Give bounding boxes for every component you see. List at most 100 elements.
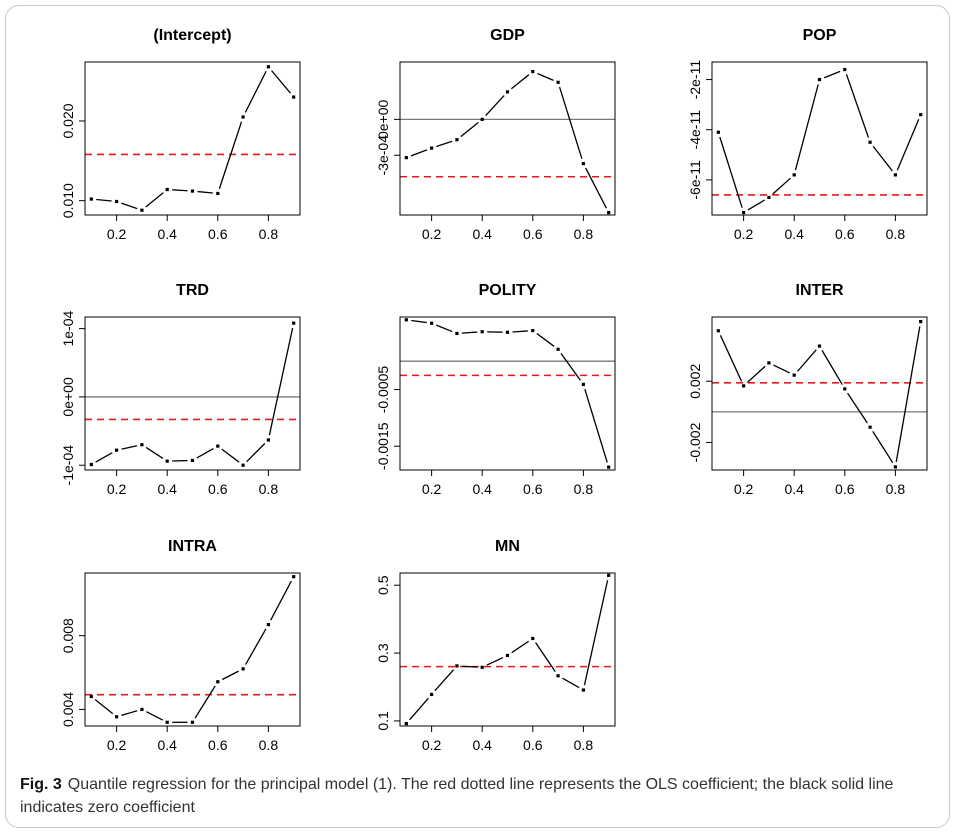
x-tick-label: 0.2 xyxy=(107,737,127,753)
series-segment xyxy=(562,677,580,689)
data-point xyxy=(556,80,560,84)
series-segment xyxy=(537,72,554,81)
plot-frame xyxy=(84,61,301,216)
data-point xyxy=(556,674,560,678)
panel-mn: MN 0.2 0.4 0.6 0.8 0.1 0.3 0.5 xyxy=(375,538,616,753)
data-point xyxy=(843,387,847,391)
data-point xyxy=(430,146,434,150)
panel-inter: INTER 0.2 0.4 0.6 0.8 -0.002 0.002 xyxy=(687,282,928,497)
series-segment xyxy=(410,149,428,157)
figure-label: Fig. 3 xyxy=(20,776,62,793)
data-point xyxy=(165,459,169,463)
series-segment xyxy=(512,330,528,333)
series-segment xyxy=(244,70,267,113)
x-tick-label: 0.8 xyxy=(259,737,279,753)
data-point xyxy=(742,384,746,388)
y-tick-label: -0.002 xyxy=(687,422,703,462)
x-tick-label: 0.6 xyxy=(208,737,228,753)
data-point xyxy=(919,319,923,324)
x-tick-label: 0.8 xyxy=(886,481,906,497)
series-segment xyxy=(583,580,609,686)
panel-title: GDP xyxy=(490,27,525,44)
series-segment xyxy=(796,349,817,372)
series-segment xyxy=(510,74,530,90)
x-tick-label: 0.6 xyxy=(523,226,543,242)
data-point xyxy=(115,448,119,452)
series-segment xyxy=(436,140,453,148)
data-point xyxy=(292,95,296,99)
data-point xyxy=(792,373,796,377)
series-segment xyxy=(719,335,743,382)
series-segment xyxy=(411,319,427,324)
series-segment xyxy=(845,74,870,138)
series-segment xyxy=(194,685,216,719)
data-point xyxy=(292,321,296,325)
data-point xyxy=(480,330,484,334)
data-point xyxy=(581,382,585,387)
y-tick-label: -2e-11 xyxy=(687,60,703,100)
data-point xyxy=(241,115,245,119)
x-tick-label: 0.4 xyxy=(157,481,177,497)
panel-pop: POP 0.2 0.4 0.6 0.8 -6e-11 -4e-11 -2e-11 xyxy=(687,27,928,242)
series-segment xyxy=(172,189,188,192)
series-segment xyxy=(121,445,138,450)
y-tick-label: 0.002 xyxy=(687,364,703,399)
data-point xyxy=(817,344,822,348)
x-tick-label: 0.4 xyxy=(472,481,492,497)
x-tick-label: 0.8 xyxy=(574,226,594,242)
data-point xyxy=(266,65,270,69)
plot-frame xyxy=(399,316,616,471)
x-tick-label: 0.4 xyxy=(472,226,492,242)
y-tick-label: 1e-04 xyxy=(60,310,76,346)
y-tick-label: -3e-04 xyxy=(375,135,391,176)
panel-title: POLITY xyxy=(479,282,537,299)
x-tick-label: 0.4 xyxy=(472,737,492,753)
data-point xyxy=(767,361,771,365)
data-point xyxy=(266,623,270,627)
x-tick-label: 0.2 xyxy=(422,226,442,242)
series-segment xyxy=(772,177,791,195)
series-segment xyxy=(268,327,294,436)
series-segment xyxy=(584,389,608,463)
series-segment xyxy=(121,710,138,717)
plot-frame xyxy=(84,572,301,727)
data-point xyxy=(404,318,408,322)
data-point xyxy=(581,688,585,692)
series-segment xyxy=(823,70,841,79)
series-segment xyxy=(245,628,267,665)
x-tick-label: 0.6 xyxy=(523,481,543,497)
data-point xyxy=(89,694,93,699)
series-segment xyxy=(434,669,455,692)
plot-frame xyxy=(84,316,301,471)
series-segment xyxy=(196,447,214,459)
series-segment xyxy=(719,136,743,208)
series-segment xyxy=(536,333,555,347)
series-segment xyxy=(746,365,766,383)
x-tick-label: 0.6 xyxy=(523,737,543,753)
data-point xyxy=(531,636,535,641)
data-point xyxy=(843,67,847,72)
data-point xyxy=(115,715,119,719)
y-tick-label: -4e-11 xyxy=(687,110,703,150)
data-point xyxy=(480,117,484,121)
caption-text: Quantile regression for the principal mo… xyxy=(20,776,894,816)
data-point xyxy=(480,665,484,669)
data-point xyxy=(893,173,897,177)
data-point xyxy=(607,211,611,215)
data-point xyxy=(607,465,611,469)
y-tick-label: 0.008 xyxy=(60,618,76,653)
data-point xyxy=(216,191,220,196)
x-tick-label: 0.8 xyxy=(259,481,279,497)
series-segment xyxy=(794,84,819,171)
series-segment xyxy=(409,697,429,721)
data-point xyxy=(716,329,720,333)
data-point xyxy=(531,329,535,333)
data-point xyxy=(505,653,510,658)
panel-trd: TRD 0.2 0.4 0.6 0.8 -1e-04 0e+00 1e-04 xyxy=(60,282,301,497)
data-point xyxy=(140,443,144,447)
series-segment xyxy=(872,145,893,172)
x-tick-label: 0.2 xyxy=(422,737,442,753)
series-segment xyxy=(747,199,765,211)
series-segment xyxy=(821,350,843,385)
figure-frame xyxy=(5,5,950,828)
